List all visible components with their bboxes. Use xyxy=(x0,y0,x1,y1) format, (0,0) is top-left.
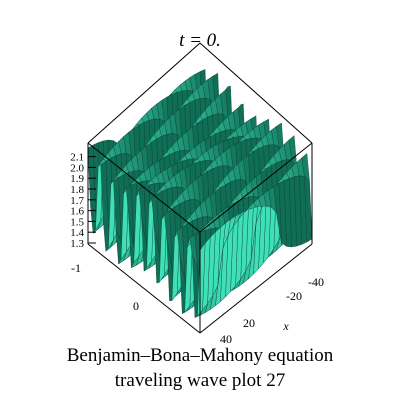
x-tick-label: -40 xyxy=(308,275,324,289)
z-tick-label: 1.5 xyxy=(70,216,84,228)
z-tick-label: 1.7 xyxy=(70,195,84,207)
box-edge xyxy=(199,243,313,334)
x-axis: -40 -20 20 40 x xyxy=(220,275,324,346)
box-edge xyxy=(87,243,201,334)
z-tick-label: 1.8 xyxy=(70,184,84,196)
plot-title: t = 0. xyxy=(179,30,221,51)
surface-mesh xyxy=(87,69,313,318)
z-tick-label: 2.0 xyxy=(70,162,84,174)
y-tick-label: 0 xyxy=(133,299,139,313)
box-edge xyxy=(199,42,313,144)
caption-line-2: traveling wave plot 27 xyxy=(114,370,286,391)
y-axis: -1 0 xyxy=(71,261,139,313)
box-edge xyxy=(87,142,201,233)
box-edge xyxy=(87,42,201,144)
bounding-box xyxy=(87,42,313,334)
x-tick-label: 40 xyxy=(220,332,232,346)
z-tick-label: 1.9 xyxy=(70,173,84,185)
z-tick-label: 1.6 xyxy=(70,206,84,218)
z-tick-label: 1.3 xyxy=(70,238,84,250)
y-tick-label: -1 xyxy=(71,261,81,275)
z-tick-label: 2.1 xyxy=(70,152,84,164)
caption-line-1: Benjamin–Bona–Mahony equation xyxy=(66,345,334,366)
z-tick-label: 1.4 xyxy=(70,227,84,239)
surface-patch xyxy=(197,242,206,317)
x-axis-label: x xyxy=(282,319,289,333)
x-tick-label: 20 xyxy=(243,316,255,330)
x-tick-label: -20 xyxy=(286,289,302,303)
z-axis: 1.31.41.51.61.71.81.92.02.1 xyxy=(70,152,96,250)
box-edge xyxy=(199,142,313,233)
